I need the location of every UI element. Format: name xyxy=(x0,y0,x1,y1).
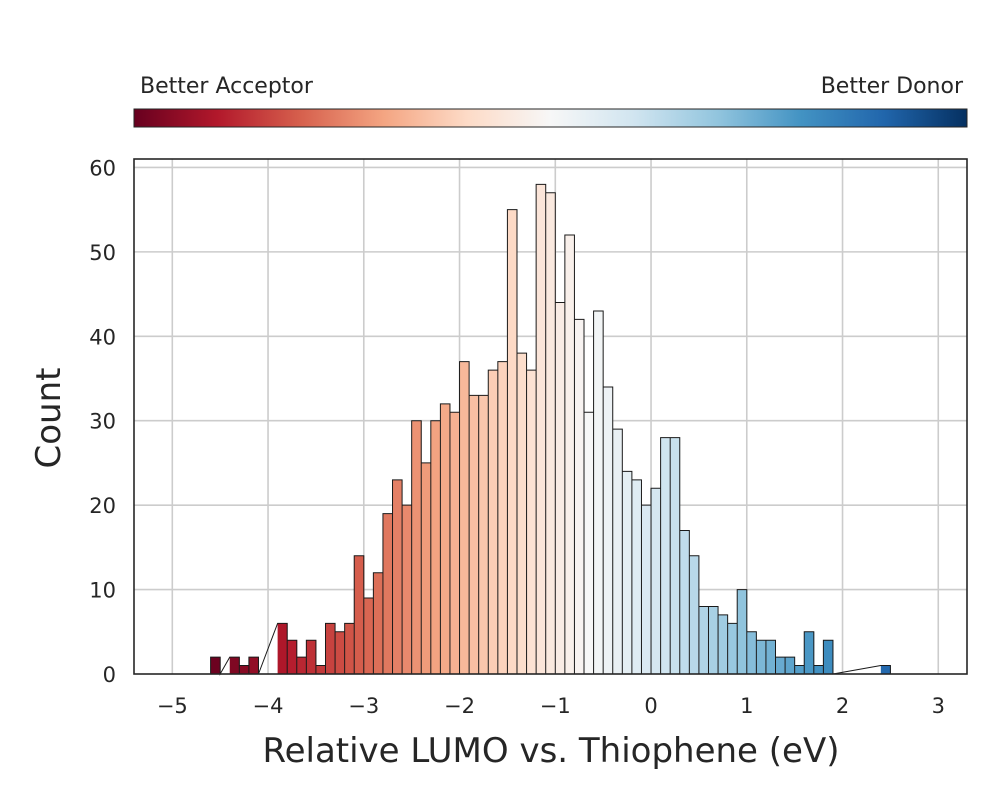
histogram-bar xyxy=(287,640,298,674)
y-tick-label: 50 xyxy=(89,241,116,265)
histogram-bar xyxy=(794,665,805,674)
histogram-bar xyxy=(622,471,633,674)
histogram-bar xyxy=(746,631,757,674)
plot-frame xyxy=(133,158,968,675)
x-tick-label: 2 xyxy=(836,694,849,718)
histogram-bar xyxy=(449,412,460,674)
x-tick-label: −5 xyxy=(157,694,188,718)
histogram-bar xyxy=(430,420,441,674)
histogram-bar xyxy=(516,353,527,674)
histogram-bar xyxy=(488,370,499,674)
y-tick-label: 20 xyxy=(89,494,116,518)
x-tick-label: −1 xyxy=(540,694,571,718)
histogram-bar xyxy=(718,614,729,674)
histogram-bar xyxy=(392,479,403,674)
histogram-bar xyxy=(363,598,374,674)
histogram-bar xyxy=(679,530,690,674)
histogram-bar xyxy=(469,395,480,674)
histogram-bar xyxy=(325,623,336,674)
histogram-bar xyxy=(229,657,240,674)
histogram-bar xyxy=(536,184,547,674)
histogram-bar xyxy=(708,606,719,674)
histogram-bar xyxy=(344,623,355,674)
histogram-bar xyxy=(660,437,671,674)
histogram-bar xyxy=(478,395,489,674)
histogram-bar xyxy=(564,234,575,674)
histogram-bar xyxy=(631,479,642,674)
histogram-bar xyxy=(526,370,537,674)
y-tick-label: 40 xyxy=(89,325,116,349)
x-axis-label: Relative LUMO vs. Thiophene (eV) xyxy=(262,731,839,771)
x-tick-label: 0 xyxy=(644,694,657,718)
histogram-bar xyxy=(555,302,566,674)
histogram-bar xyxy=(823,640,834,674)
histogram-bar xyxy=(277,623,288,674)
x-tick-label: −2 xyxy=(444,694,475,718)
histogram-bar xyxy=(593,310,604,674)
histogram-bar xyxy=(804,631,815,674)
histogram-bar xyxy=(737,589,748,674)
y-axis-label: Count xyxy=(29,368,69,469)
histogram-bar xyxy=(354,555,365,674)
histogram-bar xyxy=(670,437,681,674)
y-tick-label: 0 xyxy=(103,663,116,687)
histogram-bar xyxy=(210,657,221,674)
y-ticks: 0 10 20 30 40 50 60 xyxy=(89,156,116,687)
y-tick-label: 30 xyxy=(89,410,116,434)
histogram-outline xyxy=(210,183,891,676)
histogram-bar xyxy=(641,505,652,674)
histogram-bar xyxy=(545,192,556,674)
histogram-bar xyxy=(756,640,767,674)
histogram-bar xyxy=(382,513,393,674)
histogram-bar xyxy=(335,631,346,674)
histogram-bar xyxy=(497,361,508,674)
colorbar-right-label: Better Donor xyxy=(821,74,964,99)
histogram-bar xyxy=(315,665,326,674)
histogram-bar xyxy=(813,665,824,674)
x-tick-label: 3 xyxy=(932,694,945,718)
histogram-bar xyxy=(248,657,259,674)
histogram-bar xyxy=(785,657,796,674)
histogram-bar xyxy=(775,657,786,674)
y-tick-label: 10 xyxy=(89,579,116,603)
histogram-bar xyxy=(373,572,384,674)
x-tick-label: −3 xyxy=(348,694,379,718)
histogram-bar xyxy=(296,657,307,674)
histogram-bar xyxy=(689,555,700,674)
x-ticks: −5 −4 −3 −2 −1 0 1 2 3 xyxy=(157,694,945,718)
histogram-bar xyxy=(727,623,738,674)
histogram-bar xyxy=(880,665,891,674)
histogram-bar xyxy=(765,640,776,674)
y-tick-label: 60 xyxy=(89,156,116,180)
histogram-bar xyxy=(603,386,614,674)
histogram-bar xyxy=(459,361,470,674)
x-tick-label: 1 xyxy=(740,694,753,718)
histogram-bar xyxy=(306,640,317,674)
histogram-bar xyxy=(584,412,594,674)
histogram-bar xyxy=(239,665,250,674)
histogram-bar xyxy=(507,209,518,674)
histogram-bar xyxy=(612,429,623,674)
x-tick-label: −4 xyxy=(253,694,284,718)
histogram-bars xyxy=(210,184,891,674)
histogram-bar xyxy=(574,319,585,674)
histogram-bar xyxy=(651,488,662,674)
histogram-bar xyxy=(421,462,432,674)
histogram-bar xyxy=(411,420,422,674)
histogram-bar xyxy=(698,606,709,674)
histogram-bar xyxy=(402,505,413,674)
histogram-bar xyxy=(440,403,451,674)
colorbar xyxy=(133,108,968,128)
colorbar-left-label: Better Acceptor xyxy=(140,74,314,99)
